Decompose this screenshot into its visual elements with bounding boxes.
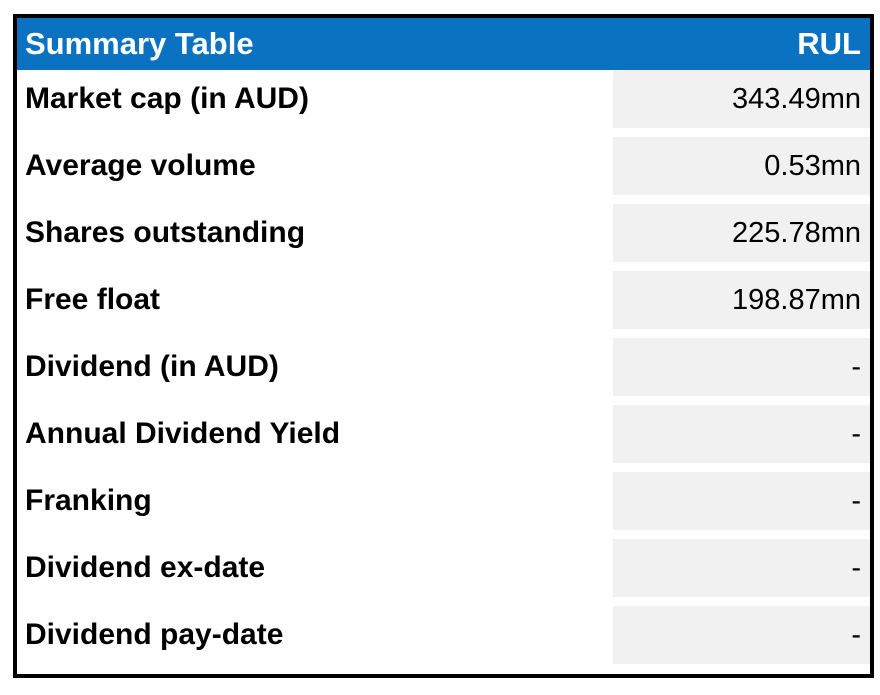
row-value: - [851, 552, 861, 584]
row-value-cell: - [613, 606, 870, 664]
table-header: Summary Table RUL [17, 18, 870, 70]
ticker-label: RUL [797, 26, 861, 61]
row-value: 225.78mn [732, 217, 861, 249]
row-label: Free float [25, 283, 161, 316]
row-value: - [851, 619, 861, 651]
row-label: Average volume [25, 149, 256, 182]
row-value: 0.53mn [764, 150, 861, 182]
row-value: 343.49mn [732, 83, 861, 115]
table-title: Summary Table [25, 26, 254, 61]
table-row: Dividend pay-date - [17, 606, 870, 673]
row-label: Franking [25, 484, 152, 517]
table-row: Annual Dividend Yield - [17, 405, 870, 472]
row-value-cell: 343.49mn [613, 70, 870, 128]
table-row: Dividend (in AUD) - [17, 338, 870, 405]
row-value-cell: 198.87mn [613, 271, 870, 329]
row-label: Dividend (in AUD) [25, 350, 279, 383]
row-label: Dividend pay-date [25, 618, 284, 651]
row-label: Shares outstanding [25, 216, 306, 249]
row-value-cell: - [613, 338, 870, 396]
table-row: Franking - [17, 472, 870, 539]
row-value-cell: 0.53mn [613, 137, 870, 195]
table-row: Free float 198.87mn [17, 271, 870, 338]
row-value: - [851, 485, 861, 517]
table-row: Dividend ex-date - [17, 539, 870, 606]
row-value-cell: - [613, 472, 870, 530]
row-value: - [851, 418, 861, 450]
table-rows: Market cap (in AUD) 343.49mn Average vol… [17, 70, 870, 673]
table-row: Average volume 0.53mn [17, 137, 870, 204]
row-label: Annual Dividend Yield [25, 417, 341, 450]
row-value: - [851, 351, 861, 383]
table-row: Shares outstanding 225.78mn [17, 204, 870, 271]
row-value: 198.87mn [732, 284, 861, 316]
summary-table: Summary Table RUL Market cap (in AUD) 34… [13, 14, 874, 678]
row-label: Market cap (in AUD) [25, 82, 309, 115]
row-value-cell: - [613, 539, 870, 597]
row-label: Dividend ex-date [25, 551, 266, 584]
row-value-cell: - [613, 405, 870, 463]
row-value-cell: 225.78mn [613, 204, 870, 262]
table-row: Market cap (in AUD) 343.49mn [17, 70, 870, 137]
